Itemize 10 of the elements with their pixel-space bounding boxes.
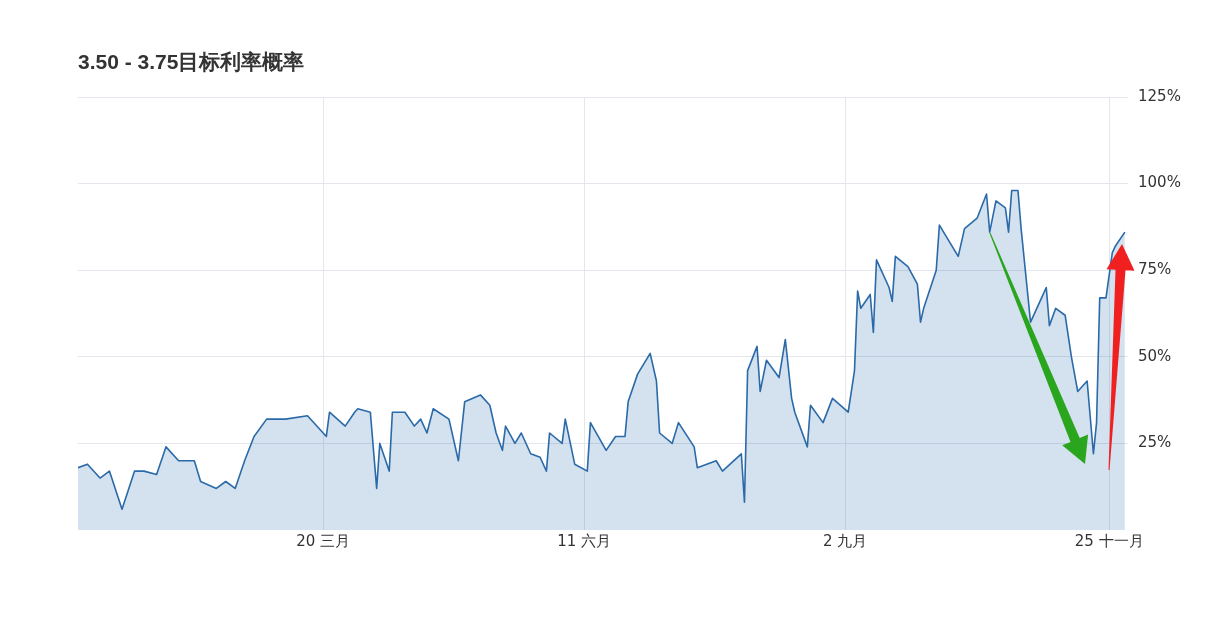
- x-tick-label: 25 十一月: [1074, 531, 1144, 550]
- x-tick-label: 11 六月: [557, 531, 612, 550]
- y-tick-label: 50%: [1138, 346, 1172, 365]
- y-tick-label: 75%: [1138, 260, 1172, 279]
- chart-title: 3.50 - 3.75目标利率概率: [78, 49, 305, 75]
- y-tick-label: 25%: [1138, 433, 1172, 452]
- x-tick-label: 2 九月: [822, 531, 868, 550]
- x-tick-label: 20 三月: [296, 531, 351, 550]
- y-tick-label: 125%: [1138, 86, 1181, 105]
- y-tick-label: 100%: [1138, 173, 1181, 192]
